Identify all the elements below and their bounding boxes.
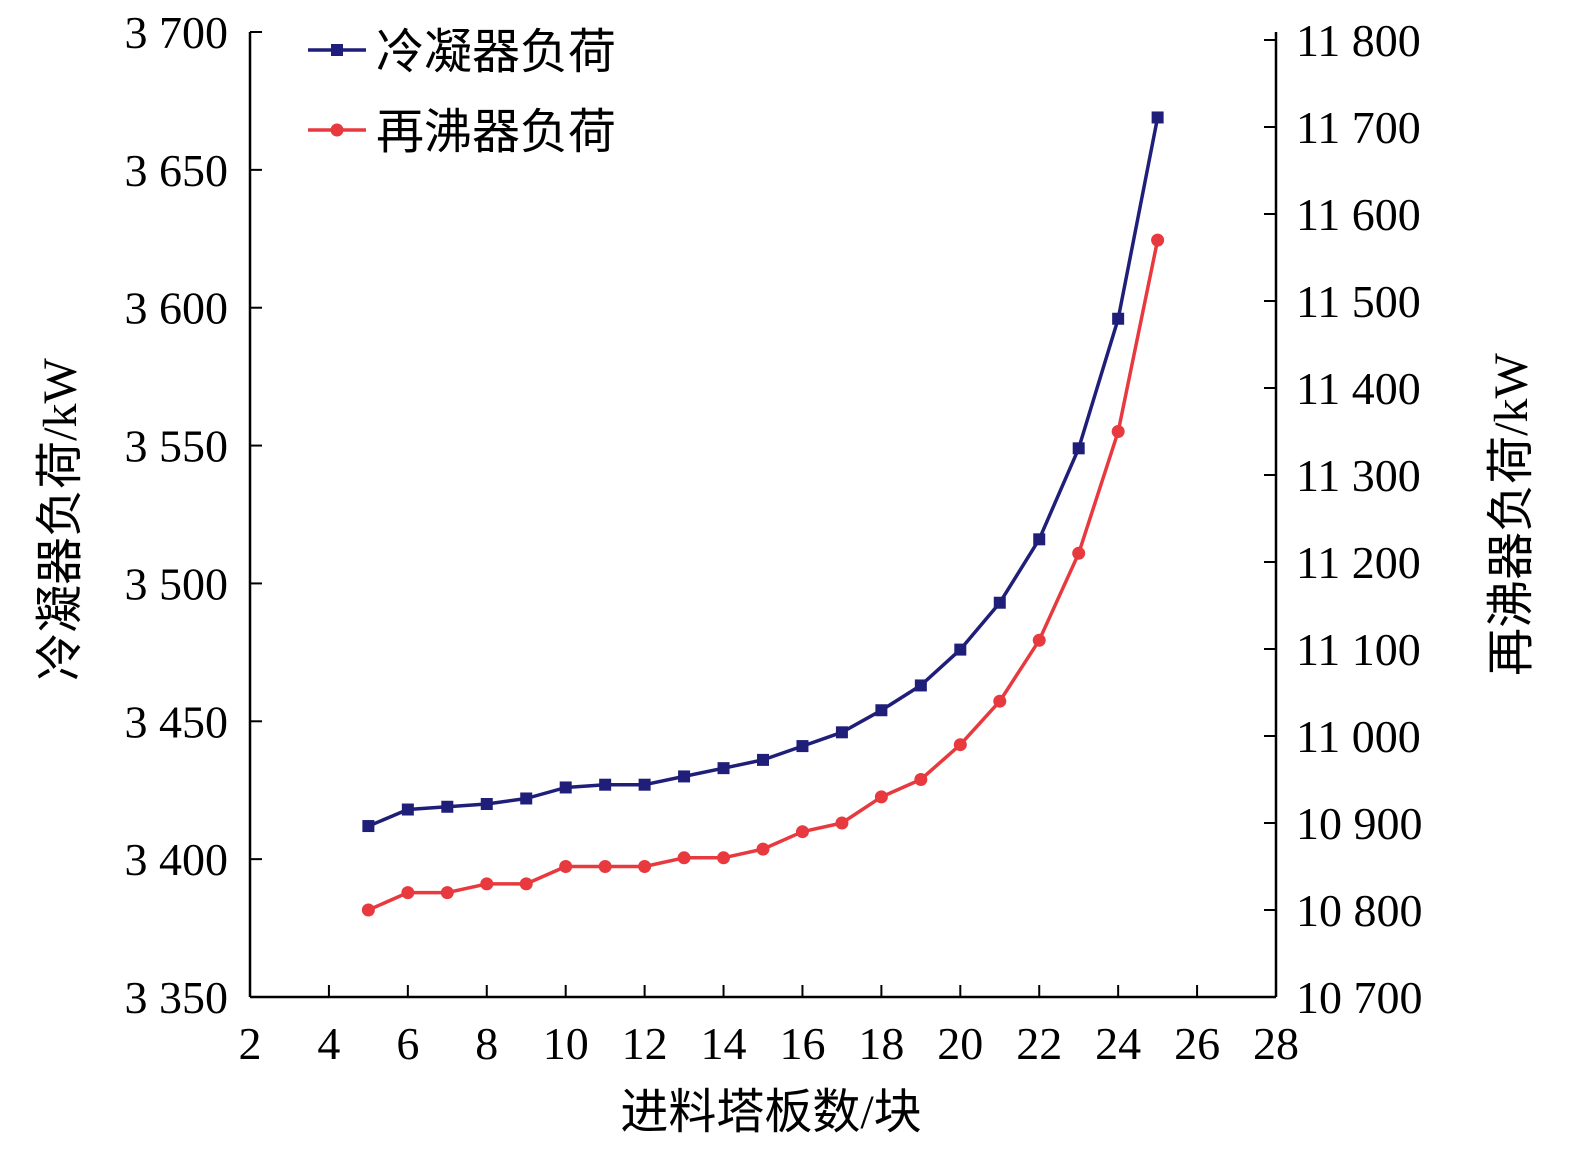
- right-y-tick-label: 11 100: [1296, 624, 1421, 675]
- x-tick-label: 20: [937, 1018, 983, 1069]
- x-tick-label: 6: [396, 1018, 419, 1069]
- left-y-tick-label: 3 600: [125, 283, 229, 334]
- data-point-condenser: [599, 778, 612, 791]
- left-y-tick-label: 3 450: [125, 696, 229, 747]
- data-point-reboiler: [401, 886, 415, 900]
- data-point-reboiler: [835, 816, 849, 830]
- x-tick-label: 26: [1174, 1018, 1220, 1069]
- right-y-tick-label: 11 700: [1296, 102, 1421, 153]
- left-y-tick-label: 3 400: [125, 834, 229, 885]
- data-point-condenser: [678, 770, 691, 783]
- data-point-condenser: [362, 820, 375, 833]
- right-y-tick-label: 10 900: [1296, 798, 1423, 849]
- x-axis-title: 进料塔板数/块: [620, 1086, 921, 1139]
- data-point-condenser: [401, 803, 414, 816]
- left-y-tick-label: 3 350: [125, 972, 229, 1023]
- right-y-tick-label: 11 500: [1296, 276, 1421, 327]
- data-point-condenser: [480, 798, 493, 810]
- data-point-condenser: [1072, 442, 1085, 455]
- x-tick-label: 22: [1016, 1018, 1062, 1069]
- x-tick-label: 4: [317, 1018, 340, 1069]
- right-y-tick-label: 11 800: [1296, 15, 1421, 66]
- x-tick-label: 8: [475, 1018, 498, 1069]
- x-tick-label: 18: [858, 1018, 904, 1069]
- data-point-condenser: [717, 762, 730, 775]
- right-y-tick-label: 11 200: [1296, 537, 1421, 588]
- data-point-reboiler: [953, 738, 967, 752]
- legend-label-condenser: 冷凝器负荷: [376, 26, 616, 79]
- data-point-reboiler: [993, 694, 1007, 708]
- x-tick-label: 16: [779, 1018, 825, 1069]
- right-y-tick-label: 11 300: [1296, 450, 1421, 501]
- left-y-tick-label: 3 550: [125, 421, 229, 472]
- x-tick-label: 2: [239, 1018, 262, 1069]
- left-y-axis-title: 冷凝器负荷/kW: [34, 357, 87, 680]
- data-point-reboiler: [480, 877, 494, 891]
- x-tick-label: 12: [622, 1018, 668, 1069]
- x-tick-label: 28: [1253, 1018, 1299, 1069]
- data-point-reboiler: [1032, 633, 1046, 647]
- axis-labels: 进料塔板数/块 冷凝器负荷/kW 再沸器负荷/kW: [34, 352, 1538, 1139]
- data-point-condenser: [914, 679, 927, 692]
- legend-label-reboiler: 再沸器负荷: [376, 106, 616, 159]
- data-point-reboiler: [717, 851, 731, 865]
- data-point-condenser: [638, 778, 651, 791]
- data-point-reboiler: [677, 851, 691, 865]
- data-point-condenser: [1033, 533, 1046, 546]
- data-point-condenser: [954, 643, 967, 656]
- series-line-condenser: [367, 117, 1160, 828]
- data-point-reboiler: [638, 860, 652, 873]
- legend-marker-reboiler: [330, 123, 344, 137]
- data-point-reboiler: [1111, 425, 1125, 438]
- data-point-reboiler: [874, 790, 888, 804]
- data-point-reboiler: [795, 825, 809, 839]
- x-tick-label: 10: [543, 1018, 589, 1069]
- right-y-axis-title: 再沸器负荷/kW: [1485, 352, 1538, 675]
- right-y-tick-label: 11 600: [1296, 189, 1421, 240]
- right-y-tick-label: 11 000: [1296, 711, 1421, 762]
- data-point-reboiler: [559, 860, 573, 873]
- left-y-tick-label: 3 700: [125, 7, 229, 58]
- legend-marker-condenser: [331, 44, 343, 56]
- right-y-tick-label: 11 400: [1296, 363, 1421, 414]
- data-point-condenser: [875, 704, 888, 717]
- left-y-tick-label: 3 500: [125, 558, 229, 609]
- data-point-reboiler: [756, 842, 770, 856]
- right-y-tick-label: 10 700: [1296, 972, 1423, 1023]
- data-point-condenser: [1151, 111, 1164, 124]
- right-y-tick-label: 10 800: [1296, 885, 1423, 936]
- data-point-condenser: [441, 800, 454, 813]
- data-point-condenser: [559, 781, 572, 794]
- left-y-tick-label: 3 650: [125, 145, 229, 196]
- data-point-condenser: [835, 726, 848, 739]
- data-point-reboiler: [598, 860, 612, 873]
- data-point-reboiler: [914, 773, 928, 786]
- data-point-condenser: [796, 740, 809, 753]
- data-point-condenser: [757, 753, 769, 766]
- plot-series: [361, 111, 1165, 917]
- data-point-condenser: [520, 792, 533, 805]
- data-point-reboiler: [519, 877, 533, 891]
- data-point-condenser: [993, 596, 1006, 609]
- data-point-reboiler: [440, 886, 454, 900]
- data-point-condenser: [1112, 312, 1125, 325]
- data-point-reboiler: [361, 903, 375, 917]
- x-tick-label: 24: [1095, 1018, 1141, 1069]
- x-tick-label: 14: [701, 1018, 747, 1069]
- data-point-reboiler: [1072, 546, 1086, 560]
- data-point-reboiler: [1151, 233, 1165, 247]
